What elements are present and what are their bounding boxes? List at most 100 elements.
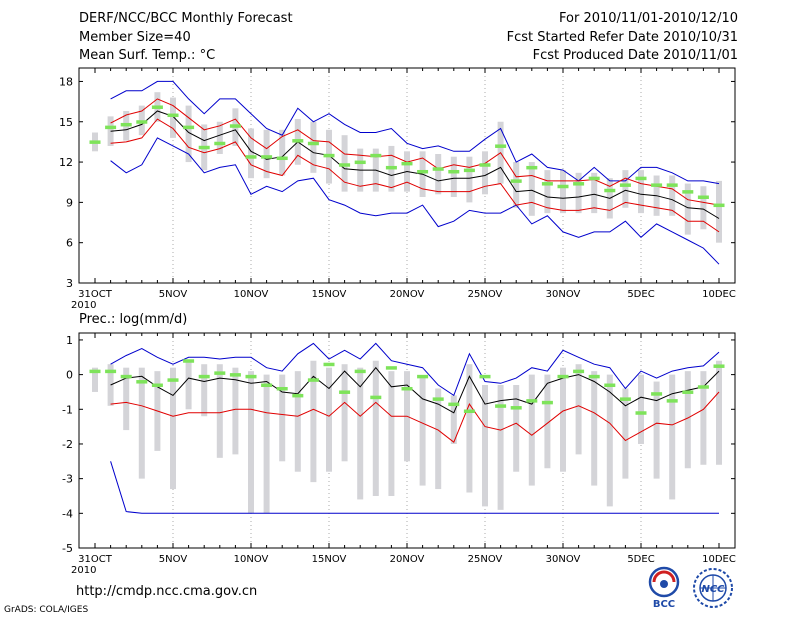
temperature-median-marker — [385, 165, 397, 170]
temperature-min-line — [110, 137, 720, 265]
precipitation-median-marker — [510, 406, 522, 410]
precipitation-xtick-label: 5DEC — [627, 554, 654, 565]
precipitation-spread-box — [560, 367, 566, 472]
temperature-median-marker — [479, 163, 491, 167]
temperature-xtick-label: 5NOV — [159, 289, 188, 300]
precipitation-spread-box — [294, 371, 301, 472]
temperature-panel: 3 6 9 12 15 18 31OCT 5NOV 10NOV 15NOV 20NOV 25NOV 30… — [59, 67, 736, 311]
precipitation-spread-box — [263, 374, 270, 514]
precipitation-ytick-label: 1 — [66, 334, 73, 347]
precipitation-spread-box — [326, 367, 332, 472]
precipitation-median-marker — [354, 369, 366, 374]
precipitation-spread-box — [575, 364, 582, 455]
bcc-logo: BCC — [648, 566, 680, 610]
forecast-produced-date: Fcst Produced Date 2010/11/01 — [532, 48, 738, 63]
precipitation-xtick-label: 30NOV — [546, 554, 581, 565]
temperature-median-marker — [183, 125, 195, 130]
precipitation-spread-box — [669, 374, 676, 500]
precipitation-median-marker — [136, 380, 148, 384]
precipitation-median-marker — [261, 383, 273, 388]
temperature-spread-box — [450, 156, 457, 197]
precipitation-max-line — [110, 342, 720, 397]
precip-axis-label: Prec.: log(mm/d) — [79, 312, 187, 327]
precipitation-spread-box — [310, 360, 317, 483]
temperature-median-marker — [276, 156, 288, 161]
bcc-logo-arc — [652, 570, 676, 583]
precipitation-spread-box — [482, 385, 488, 507]
temperature-spread-box — [513, 162, 520, 208]
precipitation-median-marker — [635, 411, 647, 415]
precipitation-median-marker — [198, 374, 210, 379]
precipitation-xtick-label: 10NOV — [234, 554, 269, 565]
temperature-median-marker — [463, 168, 475, 173]
temperature-spread-box — [622, 170, 629, 208]
temperature-median-marker — [167, 113, 179, 118]
temperature-median-marker — [120, 122, 132, 127]
precipitation-spread-box — [216, 364, 223, 458]
precipitation-median-marker — [89, 369, 101, 374]
temperature-xtick-label: 30NOV — [546, 289, 581, 300]
temperature-spread-box — [638, 170, 644, 214]
precipitation-median-marker — [167, 378, 179, 382]
temperature-median-marker — [448, 169, 460, 174]
precipitation-xtick-label: 20NOV — [390, 554, 425, 565]
precipitation-median-marker — [401, 386, 413, 391]
precipitation-spread-box — [419, 378, 426, 486]
temperature-spread-box — [528, 162, 535, 216]
precipitation-median-marker — [666, 399, 678, 403]
precipitation-median-marker — [183, 359, 195, 363]
temperature-xtick-label: 10DEC — [702, 289, 736, 300]
temperature-upper-sd-line — [110, 98, 720, 206]
temperature-spread-box — [279, 129, 286, 176]
precipitation-spread-box — [466, 364, 473, 493]
temperature-median-marker — [323, 153, 335, 158]
temperature-year-label: 2010 — [71, 300, 96, 311]
precipitation-spread-box — [123, 367, 130, 431]
precipitation-spread-box — [170, 367, 176, 490]
precipitation-median-marker — [495, 404, 507, 408]
temperature-median-marker — [588, 176, 600, 181]
temperature-median-marker — [541, 182, 553, 186]
temperature-median-marker — [495, 144, 507, 148]
temperature-median-marker — [245, 155, 257, 159]
precipitation-spread-box — [372, 360, 379, 496]
precipitation-median-marker — [385, 366, 397, 370]
temperature-ytick-label: 18 — [59, 75, 73, 88]
precipitation-median-marker — [448, 402, 460, 407]
temperature-spread-box — [248, 128, 254, 179]
temperature-median-marker — [370, 153, 382, 158]
precipitation-xtick-label: 15NOV — [312, 554, 347, 565]
forecast-period: For 2010/11/01-2010/12/10 — [559, 11, 738, 26]
precipitation-median-marker — [588, 374, 600, 379]
temperature-ytick-label: 9 — [66, 196, 73, 209]
source-url[interactable]: http://cmdp.ncc.cma.gov.cn — [76, 584, 258, 599]
precipitation-lower-sd-line — [110, 391, 720, 443]
temperature-lower-sd-line — [110, 118, 720, 233]
temperature-median-marker — [713, 203, 725, 208]
temperature-xtick-label: 10NOV — [234, 289, 269, 300]
precipitation-min-line — [110, 461, 719, 514]
precipitation-spread-box — [606, 374, 613, 507]
temperature-xtick-label: 31OCT — [78, 289, 113, 300]
temperature-median-marker — [229, 124, 241, 128]
temperature-ytick-label: 3 — [66, 277, 73, 290]
temperature-spread-box — [684, 183, 691, 235]
temperature-ytick-label: 15 — [59, 116, 73, 129]
precipitation-spread-box — [700, 371, 707, 465]
precipitation-spread-box — [92, 367, 98, 392]
temperature-median-marker — [510, 179, 522, 183]
precipitation-panel: -5 -4 -3 -2 -1 0 1 31OCT 5NOV 10NOV 15NOV 20NOV 25NO… — [62, 332, 736, 576]
precipitation-spread-box — [591, 371, 598, 486]
temperature-median-marker — [573, 182, 585, 186]
precipitation-ytick-label: -4 — [62, 507, 73, 520]
temperature-median-marker — [401, 161, 413, 166]
temperature-median-marker — [151, 105, 163, 109]
temperature-ytick-label: 6 — [66, 237, 73, 250]
precipitation-median-marker — [713, 364, 725, 368]
temperature-spread-box — [185, 105, 192, 163]
precipitation-median-marker — [432, 397, 444, 401]
temperature-spread-box — [216, 121, 223, 154]
temperature-spread-box — [170, 97, 176, 138]
precipitation-median-marker — [229, 373, 241, 377]
precipitation-ytick-label: -5 — [62, 542, 73, 555]
